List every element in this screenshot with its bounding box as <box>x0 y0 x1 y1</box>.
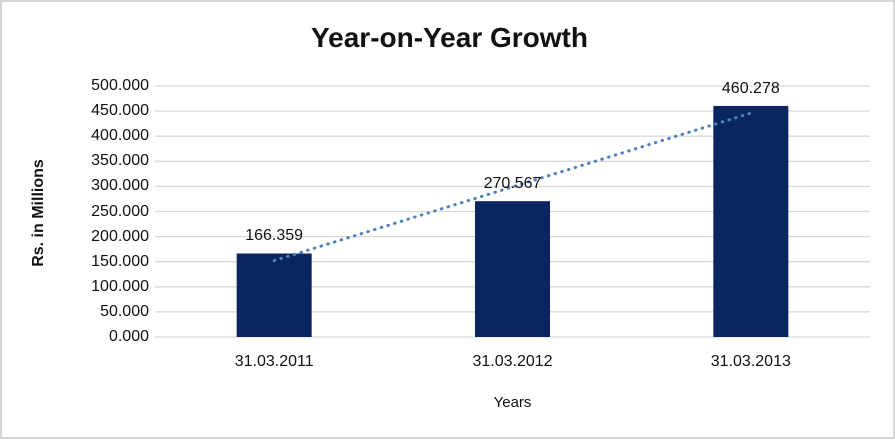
x-tick-label: 31.03.2013 <box>710 353 791 370</box>
bar-31.03.2012 <box>475 201 550 337</box>
y-tick-label: 250.000 <box>91 202 149 220</box>
chart-title: Year-on-Year Growth <box>311 22 588 53</box>
x-tick-label: 31.03.2012 <box>472 353 553 370</box>
bar-31.03.2013 <box>713 105 789 337</box>
bar-value-label: 460.278 <box>721 79 780 97</box>
bar-31.03.2011 <box>236 253 312 337</box>
y-tick-label: 50.000 <box>100 302 149 320</box>
y-tick-label: 0.000 <box>108 328 149 345</box>
y-tick-label: 400.000 <box>91 127 149 145</box>
trendline <box>272 111 753 263</box>
x-axis-title: Years <box>493 394 532 411</box>
y-tick-label: 100.000 <box>91 277 149 295</box>
bar-value-label: 270.567 <box>483 175 542 193</box>
y-tick-label: 500.000 <box>91 77 149 94</box>
y-tick-label: 200.000 <box>91 227 149 245</box>
x-tick-label: 31.03.2011 <box>234 353 314 370</box>
y-tick-label: 450.000 <box>91 102 149 120</box>
bar-value-label: 166.359 <box>245 227 304 245</box>
y-tick-label: 350.000 <box>91 152 149 170</box>
y-tick-label: 150.000 <box>91 252 149 270</box>
y-tick-label: 300.000 <box>91 177 149 195</box>
